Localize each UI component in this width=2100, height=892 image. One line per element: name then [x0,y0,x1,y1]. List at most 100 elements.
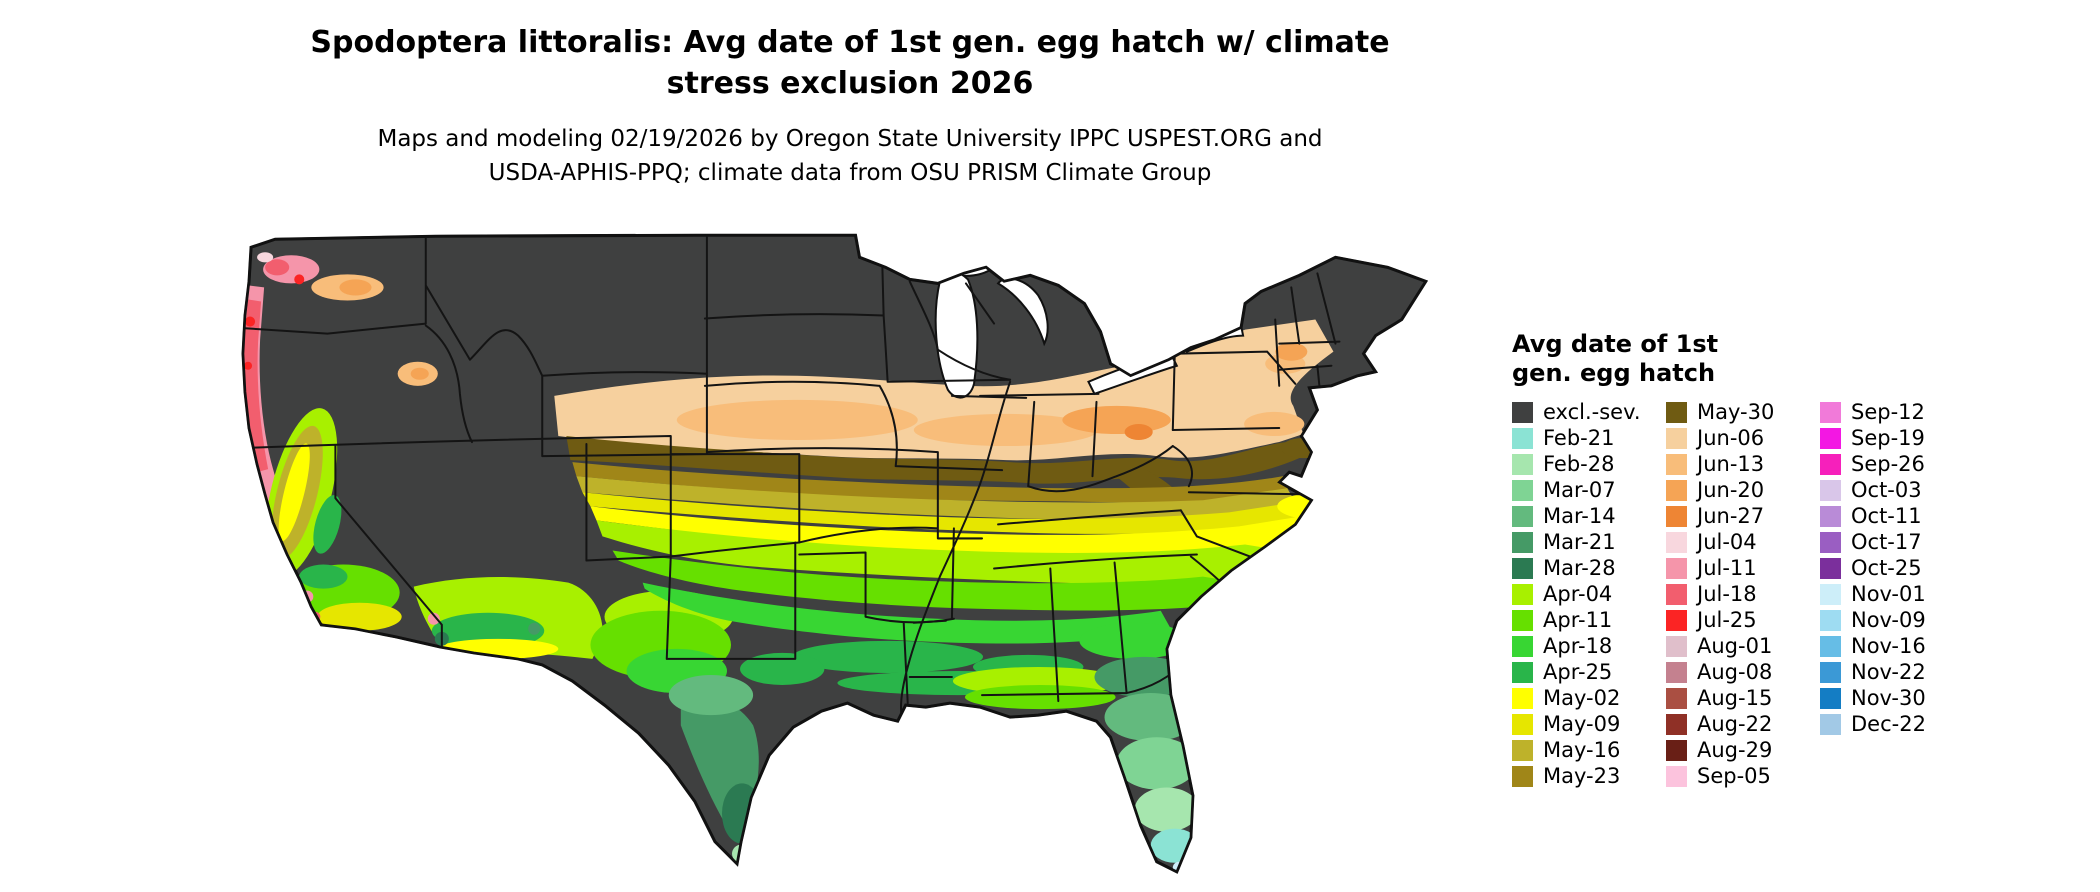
legend-label: Aug-01 [1697,634,1773,658]
legend-swatch [1666,479,1687,501]
legend-swatch [1666,687,1687,709]
legend-item: May-16 [1512,737,1660,763]
legend-item: Jun-13 [1666,451,1814,477]
legend-item: May-02 [1512,685,1660,711]
legend-label: Aug-22 [1697,712,1773,736]
legend-item: Sep-12 [1820,399,1968,425]
legend-swatch [1666,713,1687,735]
legend-swatch [1512,531,1533,553]
legend-label: Aug-15 [1697,686,1773,710]
legend-item: Oct-17 [1820,529,1968,555]
legend-item: Aug-15 [1666,685,1814,711]
legend-swatch [1512,479,1533,501]
legend-item: Nov-09 [1820,607,1968,633]
legend-item: Mar-07 [1512,477,1660,503]
legend-label: Mar-14 [1543,504,1616,528]
legend-item: Aug-01 [1666,633,1814,659]
legend-item: Jul-04 [1666,529,1814,555]
legend-swatch [1820,427,1841,449]
legend-item: Jun-06 [1666,425,1814,451]
legend-title: Avg date of 1st gen. egg hatch [1512,330,2092,388]
legend-label: Aug-29 [1697,738,1773,762]
legend-item: Nov-01 [1820,581,1968,607]
lake-huron [996,277,1049,347]
legend-label: May-23 [1543,764,1621,788]
legend-label: excl.-sev. [1543,400,1641,424]
legend-label: Dec-22 [1851,712,1926,736]
page-title-line-2: stress exclusion 2026 [666,66,1034,101]
legend-columns: excl.-sev. Feb-21 Feb-28 Mar-07 Mar-14 Mar-21… [1512,399,2092,789]
legend-swatch [1820,635,1841,657]
legend-label: Apr-11 [1543,608,1613,632]
legend-swatch [1666,531,1687,553]
legend-swatch [1820,609,1841,631]
legend-item: Aug-08 [1666,659,1814,685]
legend-item: May-09 [1512,711,1660,737]
legend-item: Nov-16 [1820,633,1968,659]
legend-item: Oct-11 [1820,503,1968,529]
legend-label: Apr-25 [1543,660,1613,684]
legend-item: Sep-05 [1666,763,1814,789]
legend-label: Sep-05 [1697,764,1771,788]
legend-swatch [1820,453,1841,475]
legend-swatch [1820,713,1841,735]
legend-swatch [1666,739,1687,761]
legend-swatch [1666,635,1687,657]
legend-item: Apr-25 [1512,659,1660,685]
map-legend: Avg date of 1st gen. egg hatch excl.-sev… [1512,330,2092,789]
legend-swatch [1820,505,1841,527]
legend-label: Mar-07 [1543,478,1616,502]
legend-item: Dec-22 [1820,711,1968,737]
legend-label: Jul-04 [1697,530,1757,554]
legend-label: Nov-01 [1851,582,1926,606]
legend-swatch [1512,609,1533,631]
legend-swatch [1666,609,1687,631]
legend-label: Nov-30 [1851,686,1926,710]
legend-swatch [1820,557,1841,579]
legend-label: Oct-17 [1851,530,1922,554]
legend-label: Oct-25 [1851,556,1922,580]
page-title: Spodoptera littoralis: Avg date of 1st g… [250,22,1450,104]
page-title-line-1: Spodoptera littoralis: Avg date of 1st g… [310,25,1390,60]
legend-swatch [1666,765,1687,787]
legend-label: Aug-08 [1697,660,1773,684]
legend-swatch [1666,583,1687,605]
legend-column-3: Sep-12 Sep-19 Sep-26 Oct-03 Oct-11 Oct-17 Oct-… [1820,399,1968,789]
legend-item: Jul-18 [1666,581,1814,607]
legend-swatch [1666,453,1687,475]
legend-item: Aug-29 [1666,737,1814,763]
legend-label: Sep-26 [1851,452,1925,476]
legend-swatch [1666,557,1687,579]
legend-label: Jun-06 [1697,426,1765,450]
legend-item: Oct-03 [1820,477,1968,503]
legend-swatch [1666,661,1687,683]
legend-column-2: May-30 Jun-06 Jun-13 Jun-20 Jun-27 Jul-04 Jul-… [1666,399,1814,789]
legend-swatch [1512,661,1533,683]
legend-label: May-30 [1697,400,1775,424]
legend-column-1: excl.-sev. Feb-21 Feb-28 Mar-07 Mar-14 Mar-21… [1512,399,1660,789]
legend-item: Jun-20 [1666,477,1814,503]
legend-swatch [1512,557,1533,579]
legend-item: May-30 [1666,399,1814,425]
legend-item: Nov-22 [1820,659,1968,685]
legend-swatch [1512,713,1533,735]
legend-label: Jun-13 [1697,452,1765,476]
legend-swatch [1666,401,1687,423]
legend-label: Jul-18 [1697,582,1757,606]
legend-item: Nov-30 [1820,685,1968,711]
legend-swatch [1666,505,1687,527]
legend-item: May-23 [1512,763,1660,789]
legend-label: Sep-12 [1851,400,1925,424]
legend-item: Sep-19 [1820,425,1968,451]
legend-label: Oct-11 [1851,504,1922,528]
legend-swatch [1512,583,1533,605]
legend-title-line-2: gen. egg hatch [1512,359,1716,387]
legend-title-line-1: Avg date of 1st [1512,330,1719,358]
legend-swatch [1820,401,1841,423]
legend-item: Sep-26 [1820,451,1968,477]
state-boundaries [243,236,1341,719]
legend-label: Jul-25 [1697,608,1757,632]
legend-swatch [1666,427,1687,449]
legend-label: Feb-28 [1543,452,1615,476]
